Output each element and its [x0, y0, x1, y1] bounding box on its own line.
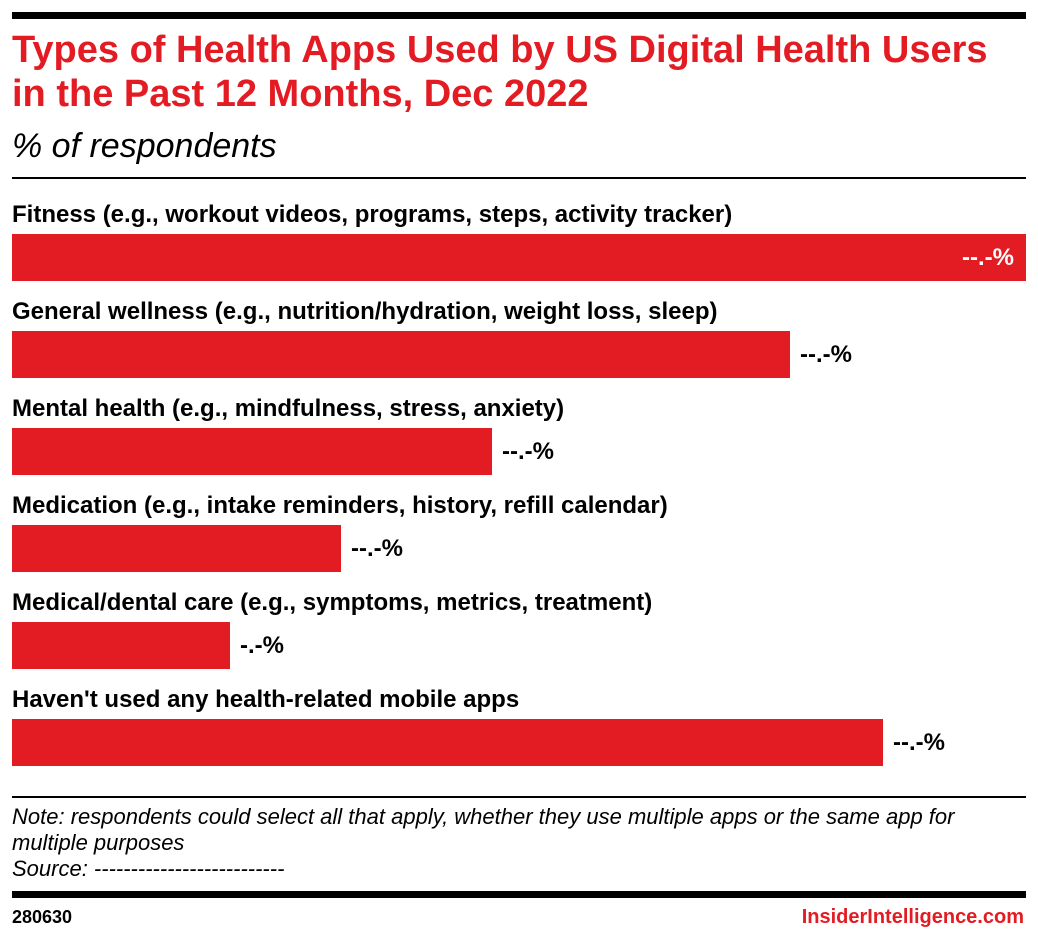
value-label: --.-% — [351, 534, 403, 562]
category-label: Medication (e.g., intake reminders, hist… — [12, 492, 668, 519]
category-label: Medical/dental care (e.g., symptoms, met… — [12, 589, 653, 616]
category-label: Mental health (e.g., mindfulness, stress… — [12, 395, 565, 422]
value-label: --.-% — [800, 340, 852, 368]
bar-chart: Fitness (e.g., workout videos, programs,… — [12, 190, 1026, 790]
top-rule — [12, 12, 1026, 19]
chart-title: Types of Health Apps Used by US Digital … — [12, 29, 988, 115]
chart-subtitle: % of respondents — [12, 127, 277, 165]
footer-divider — [12, 796, 1026, 798]
bar — [12, 428, 492, 475]
bottom-rule — [12, 891, 1026, 898]
bar — [12, 622, 230, 669]
chart-notes: Note: respondents could select all that … — [12, 804, 1022, 882]
value-label: --.-% — [962, 243, 1014, 271]
header-divider — [12, 177, 1026, 179]
category-label: General wellness (e.g., nutrition/hydrat… — [12, 298, 718, 325]
bar — [12, 525, 341, 572]
note-text: Note: respondents could select all that … — [12, 804, 955, 855]
bar — [12, 331, 790, 378]
bar — [12, 234, 1026, 281]
source-text: Source: -------------------------- — [12, 856, 285, 881]
chart-id: 280630 — [12, 907, 73, 927]
value-label: --.-% — [502, 437, 554, 465]
bar — [12, 719, 883, 766]
category-label: Fitness (e.g., workout videos, programs,… — [12, 201, 733, 228]
category-label: Haven't used any health-related mobile a… — [12, 686, 520, 713]
brand-link[interactable]: InsiderIntelligence.com — [801, 906, 1024, 928]
value-label: --.-% — [893, 728, 945, 756]
value-label: -.-% — [240, 631, 284, 659]
